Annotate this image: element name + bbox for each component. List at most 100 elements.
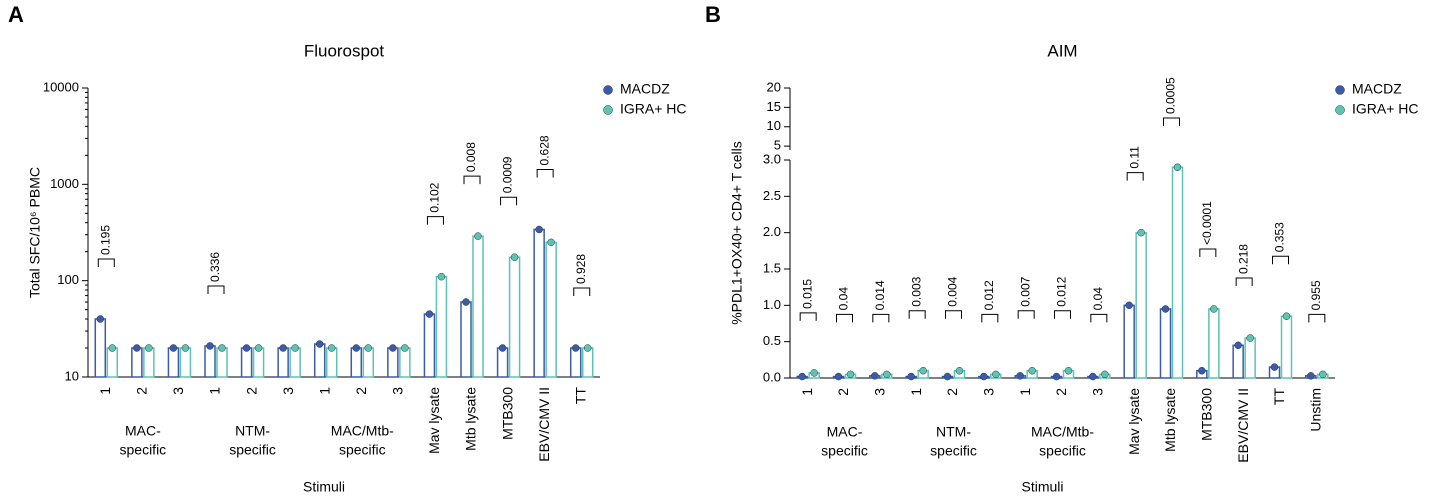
x-tick-label: Unstim (1308, 388, 1324, 432)
p-bracket (981, 313, 999, 323)
y-tick-label: 10000 (43, 79, 79, 94)
bar-point (181, 344, 190, 352)
y-tick-label: 20 (767, 79, 781, 94)
bar-point (510, 253, 519, 262)
bar (423, 313, 436, 378)
x-tick-label: EBV/CMV II (536, 387, 552, 462)
bar (216, 347, 228, 378)
bar (1280, 315, 1293, 379)
legend-label: IGRA+ HC (620, 101, 687, 117)
p-value: 0.628 (537, 135, 551, 165)
x-tick-label: TT (572, 387, 588, 405)
bar-point (498, 344, 507, 352)
x-tick-label: EBV/CMV II (1235, 388, 1251, 463)
legend-label: IGRA+ HC (1352, 101, 1419, 117)
bar-point (1064, 366, 1073, 375)
p-value: 0.0005 (1164, 77, 1178, 114)
p-value: 0.003 (909, 276, 923, 306)
bar-point (1173, 163, 1182, 172)
x-tick-label: 2 (944, 388, 960, 396)
x-tick-label: Mtb lysate (463, 387, 479, 451)
y-tick-label: 10 (767, 118, 781, 133)
y-axis-label: Total SFC/10⁶ PBMC (27, 167, 43, 298)
x-tick-label: 2 (243, 387, 259, 395)
bar-point (980, 372, 988, 381)
bar-point (1246, 334, 1254, 342)
p-bracket (500, 196, 518, 206)
p-value: 0.195 (98, 225, 112, 255)
bar-point (108, 344, 117, 352)
x-tick-label: 3 (170, 387, 186, 395)
bar (325, 347, 338, 378)
p-bracket (1163, 117, 1180, 126)
bar-point (291, 344, 299, 352)
bar (94, 318, 107, 378)
bar-point (955, 366, 964, 375)
x-tick-label: 3 (390, 387, 406, 395)
bar (1244, 337, 1256, 379)
bar-point (437, 272, 446, 281)
y-tick-label: 10 (65, 368, 79, 383)
group-label: specific (339, 442, 386, 458)
bar-point (1052, 372, 1061, 381)
bar (399, 347, 411, 378)
p-value: 0.04 (1091, 287, 1105, 311)
bar-point (133, 344, 141, 352)
bar-point (943, 372, 952, 381)
bar (1232, 344, 1244, 379)
bar-point (474, 232, 482, 240)
p-bracket (1272, 255, 1289, 265)
group-label: NTM- (235, 423, 270, 439)
bar-point (907, 372, 915, 381)
bar (313, 343, 326, 378)
p-value: 0.11 (1127, 146, 1141, 169)
bar-point (798, 372, 806, 381)
p-value: 0.004 (946, 276, 960, 306)
bar-point (1101, 370, 1109, 379)
group-label: specific (930, 443, 977, 459)
p-value: 0.353 (1273, 222, 1287, 252)
bar (435, 275, 448, 378)
p-value: 0.012 (982, 280, 996, 310)
y-tick-label: 15 (767, 99, 781, 114)
x-tick-label: 2 (134, 387, 150, 395)
y-tick-label: 2.0 (763, 224, 781, 239)
group-label: MAC- (125, 423, 161, 439)
bar-point (352, 344, 361, 352)
bar (131, 347, 143, 378)
x-tick-label: 1 (1017, 388, 1033, 396)
bar-point (315, 340, 324, 348)
p-value: <0.0001 (1200, 201, 1214, 245)
chart-title: AIM (1047, 41, 1077, 60)
p-value: 0.218 (1236, 244, 1250, 274)
x-tick-label: Mtb lysate (1162, 388, 1178, 452)
y-tick-label: 1000 (50, 176, 79, 191)
bar (460, 301, 472, 378)
p-value: 0.007 (1018, 276, 1032, 306)
p-bracket (97, 258, 115, 268)
bar (1135, 231, 1147, 379)
bar (362, 347, 375, 378)
p-value: 0.955 (1309, 280, 1323, 310)
bar-point (401, 344, 409, 352)
bar-point (547, 238, 555, 247)
bar-point (169, 344, 178, 352)
y-tick-label: 1.0 (763, 297, 781, 312)
bar-point (145, 344, 153, 352)
panel-letter: A (8, 2, 24, 27)
bar-point (327, 344, 336, 352)
bar-point (571, 344, 580, 352)
bar (143, 347, 155, 378)
bar (350, 347, 363, 378)
legend-label: MACDZ (620, 81, 670, 97)
legend-label: MACDZ (1352, 81, 1402, 97)
p-bracket (1090, 313, 1108, 323)
bar (252, 347, 265, 378)
bar-point (242, 344, 251, 352)
bar (204, 345, 216, 378)
bar-point (1282, 312, 1291, 320)
group-label: specific (1039, 443, 1086, 459)
legend-marker (1335, 105, 1345, 115)
bar-point (218, 344, 226, 352)
